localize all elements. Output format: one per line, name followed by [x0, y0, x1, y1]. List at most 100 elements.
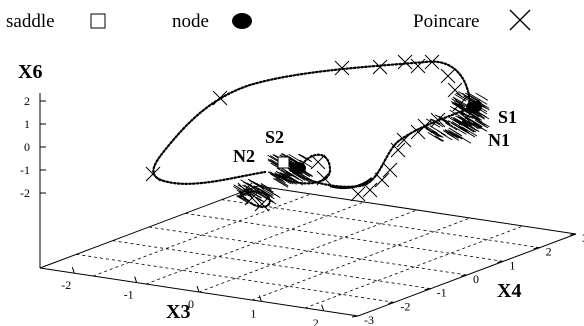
cluster-stroke	[292, 172, 306, 181]
cluster-stroke	[252, 187, 262, 194]
cluster-stroke	[469, 121, 482, 130]
cluster-stroke	[453, 97, 463, 103]
cluster-stroke	[240, 179, 255, 189]
cluster-stroke	[449, 130, 463, 140]
poincare-cross	[316, 170, 332, 186]
cluster-stroke	[243, 184, 258, 194]
cluster-stroke	[455, 133, 472, 144]
cluster-stroke	[242, 184, 256, 194]
legend-marker-saddle	[90, 13, 106, 29]
point-label-n1: N1	[488, 130, 510, 150]
y-axis-ticks: -3 -2 -1 0 1 2 3	[351, 231, 584, 326]
saddle-marker-s2	[277, 156, 290, 169]
cluster-stroke	[468, 122, 479, 130]
y-tick-mark	[388, 301, 395, 304]
cluster-stroke	[299, 159, 313, 168]
grid-line	[304, 225, 524, 309]
trajectory-segment	[276, 153, 332, 185]
cluster-stroke	[280, 169, 293, 177]
cluster-stroke	[469, 113, 480, 121]
cluster-stroke	[425, 118, 441, 128]
cluster-stroke	[252, 181, 264, 188]
x-tick-label: 0	[188, 297, 194, 311]
poincare-cross	[397, 54, 413, 70]
cluster-stroke	[432, 118, 441, 125]
cluster-stroke	[287, 172, 300, 180]
cluster-stroke	[280, 171, 297, 182]
point-label-n2: N2	[233, 146, 255, 166]
y-tick-label: -2	[400, 299, 410, 313]
cluster-stroke	[427, 132, 443, 142]
point-label-s2: S2	[265, 127, 284, 147]
cluster-stroke	[476, 110, 490, 120]
trajectory-segment	[329, 177, 373, 190]
z-tick-label: 0	[24, 140, 30, 154]
cluster-stroke	[458, 91, 475, 102]
y-tick-mark	[351, 315, 359, 318]
cluster-stroke	[437, 130, 447, 137]
legend-label-saddle: saddle	[6, 11, 55, 32]
legend-label-poincare: Poincare	[413, 11, 479, 32]
x-tick-mark	[196, 285, 200, 293]
cluster-stroke	[279, 172, 293, 181]
cluster-stroke	[282, 175, 297, 185]
poincare-points	[145, 54, 474, 212]
y-tick-mark	[460, 274, 468, 277]
poincare-cross	[350, 186, 366, 202]
cluster-stroke	[425, 127, 442, 138]
cluster-stroke	[257, 187, 267, 194]
cluster-stroke	[267, 171, 279, 179]
z-tick-label: 2	[24, 94, 30, 108]
cluster-stroke	[253, 186, 270, 197]
poincare-cross	[424, 54, 440, 70]
cluster-stroke	[243, 188, 255, 196]
poincare-cross	[447, 82, 463, 98]
poincare-cross	[440, 68, 456, 84]
poincare-cross	[382, 162, 398, 178]
node-marker-n2	[290, 162, 306, 174]
y-axis-title: X4	[497, 280, 521, 302]
cluster-stroke	[461, 92, 471, 99]
cluster-stroke	[237, 184, 250, 193]
cluster-stroke	[298, 153, 313, 163]
x-tick-label: -1	[124, 288, 134, 302]
cluster-stroke	[276, 171, 288, 179]
cluster-stroke	[444, 129, 460, 139]
cluster-stroke	[283, 169, 299, 179]
cluster-stroke	[455, 92, 468, 101]
z-tick-label: -1	[20, 163, 30, 177]
cluster-stroke	[440, 132, 453, 141]
cluster-stroke	[453, 107, 469, 118]
cluster-stroke	[236, 189, 247, 197]
y-tick-label: -3	[364, 313, 374, 326]
grid-line	[112, 240, 431, 290]
cluster-stroke	[447, 120, 458, 127]
y-tick-label: 2	[546, 245, 552, 259]
x-tick-mark	[321, 304, 325, 311]
x-tick-label: 1	[250, 306, 256, 320]
cluster-stroke	[468, 112, 482, 121]
cluster-stroke	[445, 122, 458, 131]
cluster-stroke	[474, 118, 484, 125]
legend: saddle node Poincare	[6, 9, 531, 32]
dense-clusters	[233, 91, 490, 205]
grid-line	[92, 193, 312, 277]
cluster-stroke	[429, 118, 444, 128]
cluster-stroke	[475, 92, 489, 101]
cluster-stroke	[273, 178, 289, 188]
cluster-stroke	[464, 92, 479, 102]
cluster-stroke	[455, 115, 472, 126]
cluster-stroke	[237, 194, 247, 201]
cluster-stroke	[278, 173, 290, 181]
poincare-cross	[362, 182, 378, 198]
grid-line	[185, 212, 504, 262]
cluster-stroke	[438, 115, 450, 123]
poincare-cross	[212, 90, 228, 106]
cluster-stroke	[451, 98, 466, 108]
cluster-stroke	[458, 126, 470, 134]
floor-grid	[39, 185, 577, 317]
cluster-stroke	[468, 92, 481, 101]
poincare-cross	[334, 60, 350, 76]
poincare-cross	[430, 112, 446, 128]
cluster-stroke	[256, 196, 265, 203]
